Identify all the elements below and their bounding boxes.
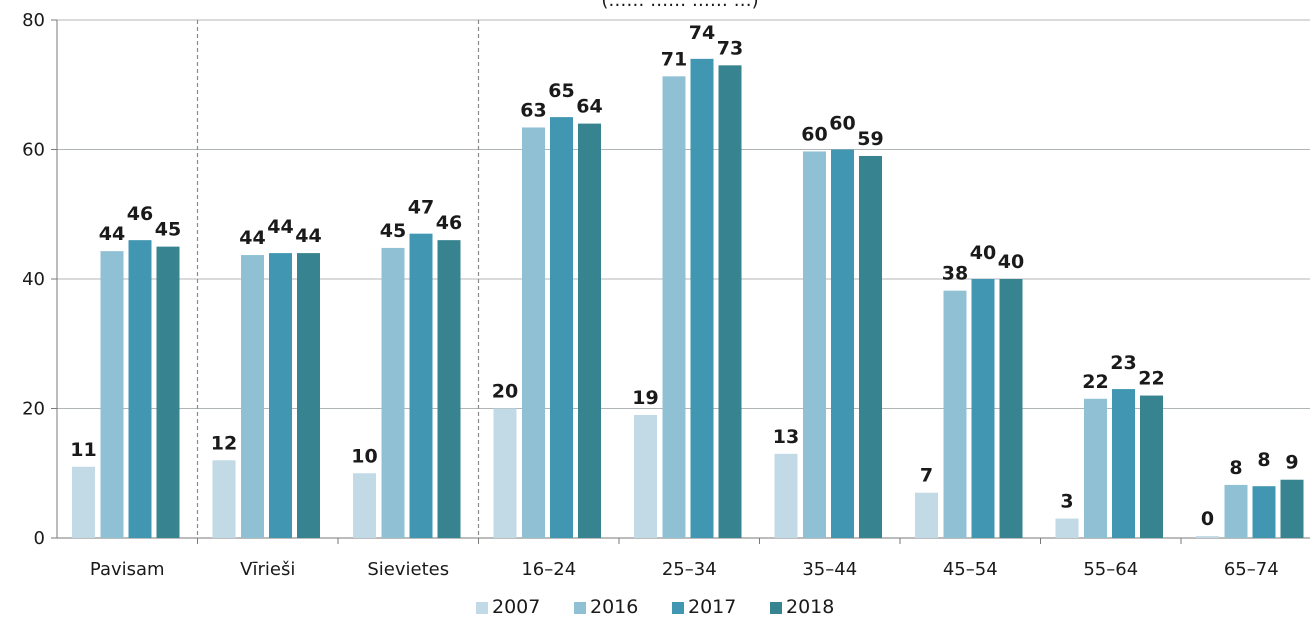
bar-2016 (662, 76, 686, 539)
data-label: 44 (239, 227, 265, 249)
bar-2018 (297, 253, 320, 538)
data-label: 71 (661, 48, 687, 70)
data-label: 22 (1082, 371, 1108, 393)
data-label: 0 (1201, 508, 1214, 530)
legend-label: 2018 (786, 596, 834, 618)
data-label: 8 (1229, 457, 1242, 479)
bar-2007 (212, 460, 236, 538)
data-label: 10 (351, 445, 377, 467)
data-label: 13 (773, 426, 799, 448)
bar-2018 (718, 65, 742, 538)
bar-2017 (1252, 486, 1276, 538)
bar-2017 (409, 233, 433, 539)
category-label: Vīrieši (240, 559, 295, 580)
category-label: 25–34 (662, 559, 717, 580)
bar-2016 (381, 247, 405, 539)
data-label: 45 (155, 219, 181, 241)
y-tick-label: 20 (22, 399, 45, 420)
bar-2007 (72, 466, 95, 538)
bar-2018 (1140, 395, 1163, 538)
legend-label: 2017 (688, 596, 736, 618)
legend-swatch-2017 (672, 602, 684, 614)
data-label: 40 (998, 251, 1024, 273)
bar-2016 (100, 251, 124, 538)
bar-2018 (1280, 479, 1304, 538)
y-tick-label: 80 (22, 10, 45, 31)
category-label: 65–74 (1224, 559, 1279, 580)
category-label: 35–44 (802, 559, 857, 580)
bar-2017 (971, 279, 995, 538)
data-label: 8 (1257, 449, 1270, 471)
category-label: 55–64 (1083, 559, 1138, 580)
legend-label: 2016 (590, 596, 638, 618)
data-label: 59 (857, 128, 883, 150)
bar-2018 (578, 123, 601, 538)
bar-2016 (1224, 484, 1248, 538)
data-label: 38 (942, 263, 968, 285)
bar-2016 (943, 290, 967, 538)
data-label: 20 (492, 381, 518, 403)
data-label: 44 (267, 216, 293, 238)
category-label: 45–54 (943, 559, 998, 580)
bar-2007 (915, 492, 938, 538)
bar-2007 (353, 473, 376, 538)
y-tick-label: 40 (22, 269, 45, 290)
chart-title: (…… …… …… …) (601, 0, 758, 11)
data-label: 46 (127, 203, 153, 225)
bar-2018 (999, 279, 1023, 538)
data-label: 12 (211, 432, 237, 454)
bar-2017 (1112, 389, 1135, 538)
data-label: 7 (920, 465, 933, 487)
data-label: 19 (632, 387, 658, 409)
bar-2007 (1196, 536, 1219, 538)
bar-2017 (550, 117, 573, 538)
y-tick-label: 60 (22, 140, 45, 161)
bar-2016 (522, 127, 545, 539)
data-label: 60 (829, 113, 855, 135)
legend-swatch-2018 (770, 602, 782, 614)
bar-2016 (241, 255, 264, 539)
data-label: 73 (717, 37, 743, 59)
data-label: 46 (436, 212, 462, 234)
bar-2016 (1084, 398, 1107, 538)
bar-2017 (269, 253, 292, 538)
data-label: 3 (1060, 491, 1073, 513)
data-label: 60 (801, 123, 827, 145)
data-label: 65 (548, 80, 574, 102)
bar-2018 (859, 155, 882, 538)
bar-2017 (831, 149, 854, 538)
data-label: 40 (970, 242, 996, 264)
data-label: 44 (295, 225, 321, 247)
bar-2007 (774, 453, 798, 538)
y-tick-label: 0 (34, 528, 45, 549)
legend-swatch-2007 (476, 602, 488, 614)
data-label: 74 (689, 22, 715, 44)
data-label: 45 (380, 220, 406, 242)
data-label: 11 (70, 439, 96, 461)
category-label: Sievietes (367, 559, 449, 580)
legend-swatch-2016 (574, 602, 586, 614)
data-label: 44 (99, 223, 125, 245)
data-label: 23 (1110, 352, 1136, 374)
bar-2017 (690, 58, 714, 538)
data-label: 9 (1285, 452, 1298, 474)
bar-2007 (493, 408, 517, 538)
bar-2018 (437, 240, 461, 538)
bar-2016 (803, 151, 826, 538)
bar-2017 (128, 240, 152, 538)
category-label: Pavisam (90, 559, 165, 580)
data-label: 47 (408, 197, 434, 219)
data-label: 63 (520, 99, 546, 121)
bar-2007 (1055, 518, 1079, 538)
legend-label: 2007 (492, 596, 540, 618)
bar-2007 (634, 414, 657, 538)
data-label: 64 (576, 96, 602, 118)
category-label: 16–24 (521, 559, 576, 580)
bar-2018 (156, 246, 180, 538)
data-label: 22 (1138, 368, 1164, 390)
